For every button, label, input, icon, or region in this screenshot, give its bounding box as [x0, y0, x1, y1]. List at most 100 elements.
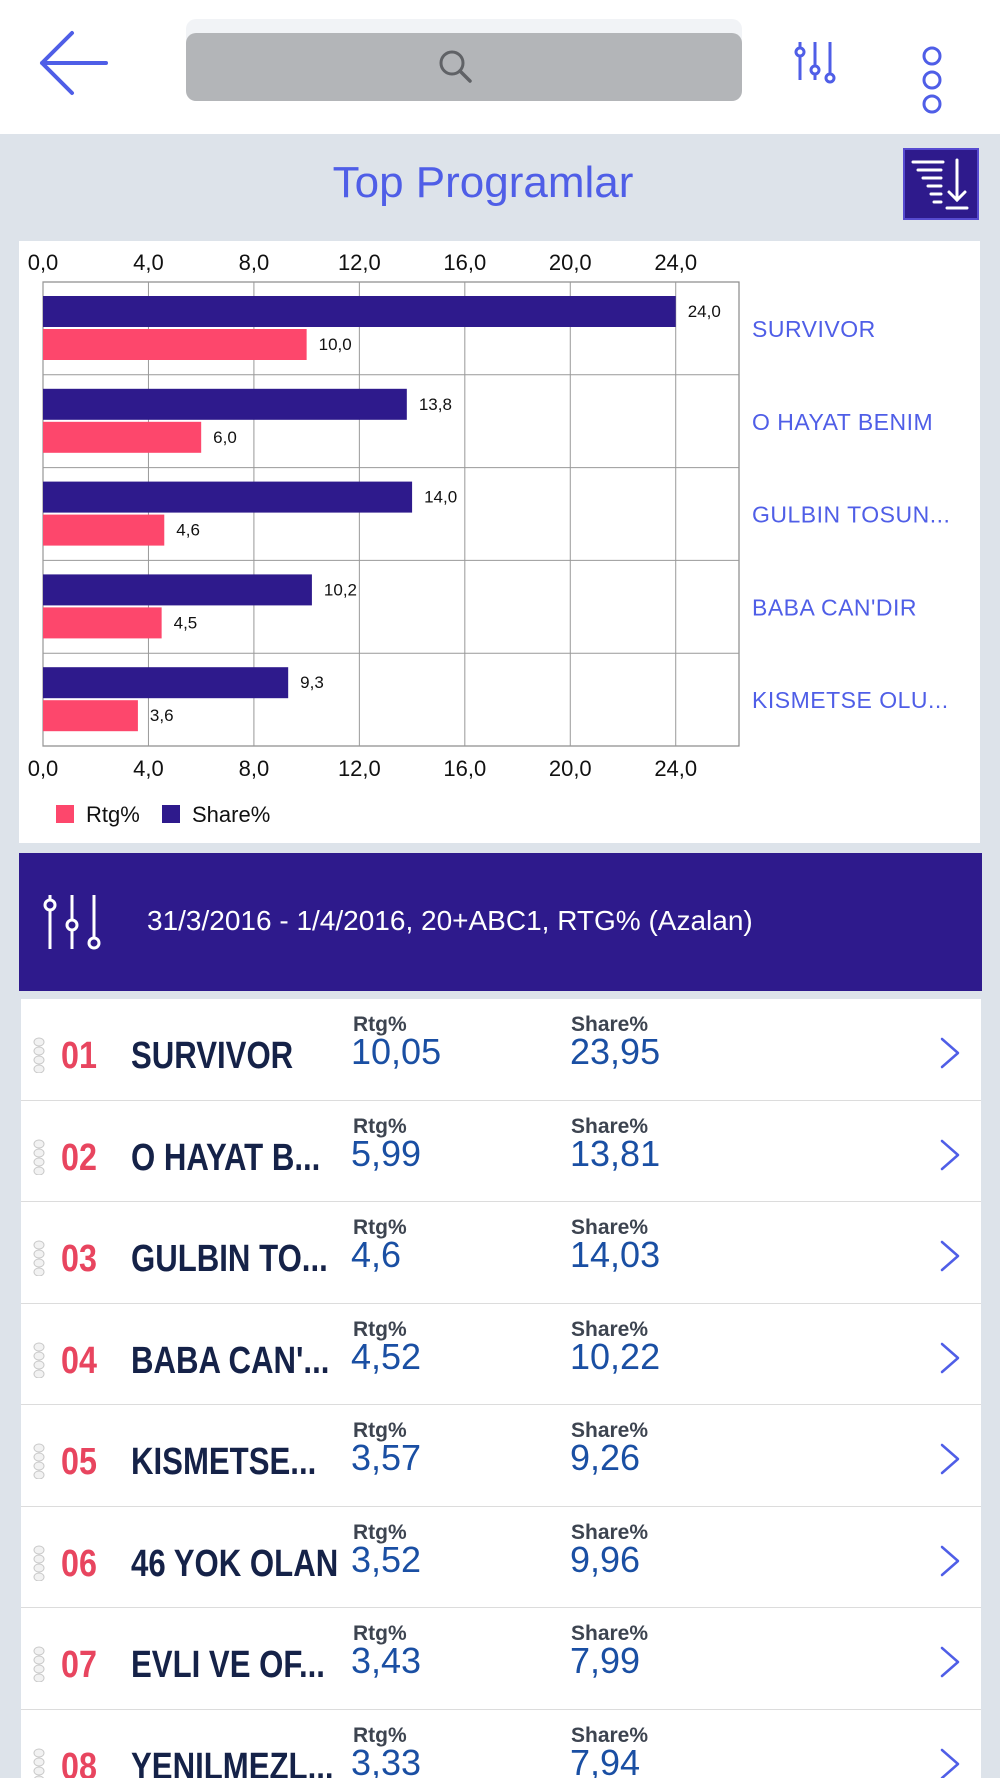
legend-label: Share% — [192, 802, 270, 827]
share-label: Share% — [571, 1013, 649, 1036]
sort-button[interactable] — [903, 148, 979, 220]
data-label: 14,0 — [424, 488, 457, 507]
bar-rtg — [43, 514, 165, 546]
drag-handle-icon[interactable] — [33, 1037, 45, 1073]
program-row[interactable]: 02 O HAYAT B... Rtg% 5,99 Share% 13,81 — [21, 1100, 981, 1202]
rtg-value: 3,43 — [351, 1640, 422, 1681]
bar-share — [43, 296, 676, 327]
rtg-value: 3,57 — [351, 1437, 422, 1478]
share-label: Share% — [571, 1419, 649, 1442]
tick-label-bottom: 0,0 — [28, 756, 59, 781]
program-row[interactable]: 05 KISMETSE... Rtg% 3,57 Share% 9,26 — [21, 1405, 981, 1507]
data-label: 9,3 — [300, 673, 324, 692]
data-label: 24,0 — [688, 302, 721, 321]
rank-number: 06 — [61, 1542, 97, 1585]
program-name: KISMETSE... — [131, 1441, 317, 1483]
share-value: 23,95 — [570, 1031, 661, 1072]
rank-number: 03 — [61, 1238, 97, 1280]
rtg-value: 5,99 — [351, 1132, 422, 1174]
program-row[interactable]: 06 46 YOK OLAN Rtg% 3,52 Share% 9,96 — [21, 1506, 981, 1608]
rank-number: 05 — [61, 1441, 97, 1483]
search-input[interactable] — [186, 33, 742, 101]
data-label: 10,2 — [324, 580, 357, 599]
top-bar — [0, 0, 1000, 134]
share-label: Share% — [571, 1114, 649, 1138]
tick-label-bottom: 8,0 — [239, 756, 270, 781]
drag-handle-icon[interactable] — [33, 1139, 45, 1175]
program-name: SURVIVOR — [131, 1035, 294, 1077]
drag-handle-icon[interactable] — [33, 1748, 45, 1778]
data-label: 13,8 — [419, 395, 452, 414]
chevron-right-icon[interactable] — [939, 1036, 961, 1070]
rtg-label: Rtg% — [353, 1114, 407, 1138]
rtg-label: Rtg% — [353, 1622, 407, 1645]
legend-swatch — [162, 805, 180, 823]
category-label: SURVIVOR — [752, 316, 876, 342]
rank-number: 08 — [61, 1745, 97, 1778]
share-label: Share% — [571, 1520, 649, 1544]
search-icon — [439, 50, 472, 83]
rtg-value: 10,05 — [351, 1031, 442, 1072]
share-value: 7,94 — [570, 1741, 641, 1778]
bar-share — [43, 667, 289, 699]
program-row[interactable]: 08 YENILMEZL... Rtg% 3,33 Share% 7,94 — [21, 1709, 981, 1778]
filter-button[interactable] — [792, 40, 838, 90]
drag-handle-icon[interactable] — [33, 1443, 45, 1479]
rank-number: 01 — [61, 1035, 97, 1077]
tick-label-bottom: 20,0 — [549, 756, 592, 781]
rtg-label: Rtg% — [353, 1317, 407, 1341]
share-value: 14,03 — [570, 1234, 661, 1275]
tick-label-top: 0,0 — [28, 250, 59, 275]
chevron-right-icon[interactable] — [939, 1442, 961, 1476]
tick-label-top: 12,0 — [338, 250, 381, 275]
chevron-right-icon[interactable] — [939, 1747, 961, 1778]
program-row[interactable]: 07 EVLI VE OF... Rtg% 3,43 Share% 7,99 — [21, 1608, 981, 1710]
arrow-left-icon — [40, 31, 108, 95]
back-button[interactable] — [36, 30, 110, 96]
drag-handle-icon[interactable] — [33, 1240, 45, 1276]
share-label: Share% — [571, 1622, 649, 1645]
legend-swatch — [56, 805, 74, 823]
drag-handle-icon[interactable] — [33, 1342, 45, 1378]
drag-handle-icon[interactable] — [33, 1545, 45, 1581]
rtg-value: 3,33 — [351, 1741, 422, 1778]
data-label: 10,0 — [319, 335, 352, 354]
data-label: 6,0 — [213, 428, 237, 447]
tick-label-top: 8,0 — [239, 250, 270, 275]
rtg-value: 4,6 — [351, 1234, 402, 1275]
drag-handle-icon[interactable] — [33, 1646, 45, 1682]
tick-label-top: 20,0 — [549, 250, 592, 275]
data-label: 3,6 — [150, 706, 174, 725]
bar-chart: 0,0 0,0 4,0 4,0 8,0 8,0 12,0 12,0 16,0 16,0 20,0 20… — [28, 250, 950, 827]
rtg-value: 3,52 — [351, 1538, 422, 1580]
legend-label: Rtg% — [86, 802, 140, 827]
top-programs-chart: 0,0 0,0 4,0 4,0 8,0 8,0 12,0 12,0 16,0 16,0 20,0 20… — [19, 241, 980, 843]
bar-share — [43, 388, 407, 420]
program-name: EVLI VE OF... — [131, 1644, 325, 1686]
program-name: O HAYAT B... — [131, 1136, 321, 1179]
program-row[interactable]: 01 SURVIVOR Rtg% 10,05 Share% 23,95 — [21, 999, 981, 1101]
page-title: Top Programlar — [332, 158, 634, 207]
more-options-button[interactable] — [918, 44, 946, 116]
category-label: O HAYAT BENIM — [752, 409, 933, 435]
share-label: Share% — [571, 1723, 649, 1747]
bar-rtg — [43, 421, 202, 453]
bar-rtg — [43, 607, 162, 639]
tick-label-bottom: 4,0 — [133, 756, 164, 781]
chevron-right-icon[interactable] — [939, 1544, 961, 1578]
chevron-right-icon[interactable] — [939, 1341, 961, 1375]
chevron-right-icon[interactable] — [939, 1645, 961, 1679]
category-label: KISMETSE OLU... — [752, 687, 949, 713]
data-label: 4,5 — [174, 613, 198, 632]
share-value: 10,22 — [570, 1335, 661, 1377]
program-row[interactable]: 04 BABA CAN'... Rtg% 4,52 Share% 10,22 — [21, 1303, 981, 1405]
filter-summary-banner[interactable]: 31/3/2016 - 1/4/2016, 20+ABC1, RTG% (Aza… — [19, 853, 982, 991]
chevron-right-icon[interactable] — [939, 1138, 961, 1172]
tick-label-bottom: 16,0 — [443, 756, 486, 781]
tick-label-top: 4,0 — [133, 250, 164, 275]
filter-summary-text: 31/3/2016 - 1/4/2016, 20+ABC1, RTG% (Aza… — [147, 905, 753, 936]
program-name: GULBIN TO... — [131, 1238, 328, 1280]
chevron-right-icon[interactable] — [939, 1239, 961, 1273]
program-row[interactable]: 03 GULBIN TO... Rtg% 4,6 Share% 14,03 — [21, 1202, 981, 1304]
program-name: BABA CAN'... — [131, 1339, 330, 1382]
